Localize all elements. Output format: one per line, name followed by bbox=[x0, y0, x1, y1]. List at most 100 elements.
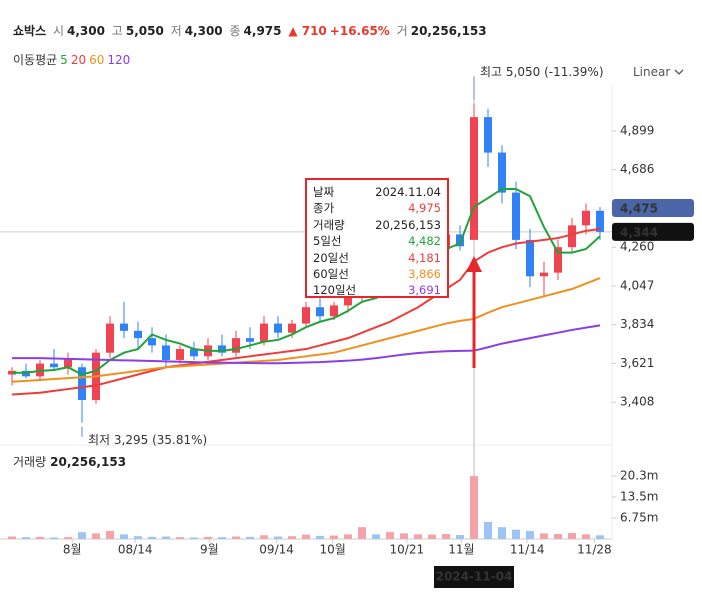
moving-average-line bbox=[11, 227, 601, 396]
volume-bar bbox=[162, 536, 170, 539]
volume-bar bbox=[470, 475, 478, 539]
ma-legend-item: 20 bbox=[70, 53, 87, 67]
ma-legend-item: 120 bbox=[107, 53, 131, 67]
tooltip-row: 5일선 4,482 bbox=[313, 233, 441, 249]
x-tick-label: 09/14 bbox=[259, 543, 294, 557]
scale-button[interactable]: Linear bbox=[633, 65, 684, 79]
volume-bar bbox=[36, 536, 44, 539]
volume-bar bbox=[512, 529, 520, 539]
value: 4,300 bbox=[67, 24, 105, 38]
candle-body bbox=[148, 338, 156, 346]
label: 종 bbox=[229, 24, 241, 38]
candle-body bbox=[554, 247, 562, 273]
scale-label: Linear bbox=[633, 65, 671, 79]
tooltip-value: 4,975 bbox=[408, 201, 441, 216]
candle-body bbox=[78, 367, 86, 400]
candle-body bbox=[134, 330, 142, 339]
value: 4,300 bbox=[184, 24, 223, 38]
tooltip-row: 120일선 3,691 bbox=[313, 282, 441, 298]
price-tag bbox=[612, 222, 694, 241]
change-pct: +16.65% bbox=[329, 24, 390, 38]
x-tick-label: 11/28 bbox=[577, 543, 612, 557]
candle-body bbox=[540, 272, 548, 277]
candle-body bbox=[582, 210, 590, 226]
volume-bar bbox=[484, 521, 492, 539]
candle-body bbox=[50, 363, 58, 368]
tooltip-value: 4,482 bbox=[408, 234, 441, 249]
volume-bar bbox=[344, 534, 352, 539]
volume-bar bbox=[302, 534, 310, 539]
label: 고 bbox=[111, 24, 123, 38]
volume-bar bbox=[372, 534, 380, 539]
volume-bar bbox=[204, 536, 212, 539]
annotation: 최고 5,050 (-11.39%) bbox=[480, 65, 604, 79]
y-tick-label: 4,047 bbox=[620, 278, 654, 292]
price-tag-label: 4,475 bbox=[620, 202, 658, 216]
annotation: 최저 3,295 (35.81%) bbox=[88, 433, 207, 447]
volume-bar bbox=[92, 533, 100, 539]
candle-body bbox=[344, 296, 352, 306]
volume-bar bbox=[330, 535, 338, 539]
volume-bar bbox=[190, 537, 198, 539]
candle-body bbox=[260, 323, 268, 342]
x-tick-label: 08/14 bbox=[118, 543, 153, 557]
tooltip-value: 4,181 bbox=[408, 250, 441, 265]
ma-legend: 이동평균 5 20 60 120 bbox=[13, 51, 133, 68]
x-tick-label: 9월 bbox=[200, 543, 219, 557]
candle-body bbox=[526, 239, 534, 277]
volume-bar bbox=[120, 534, 128, 539]
volume-bar bbox=[428, 534, 436, 539]
candle-body bbox=[246, 338, 254, 342]
x-tick-label: 10월 bbox=[319, 543, 345, 557]
volume-bar bbox=[176, 537, 184, 539]
value: 5,050 bbox=[125, 24, 164, 38]
volume-bar bbox=[582, 534, 590, 539]
candle-body bbox=[484, 117, 492, 153]
value: 20,256,153 bbox=[410, 24, 487, 38]
x-tick-label: 10/21 bbox=[390, 543, 425, 557]
arrow-head bbox=[466, 256, 482, 272]
volume-bar bbox=[22, 537, 30, 539]
date-tag bbox=[434, 566, 514, 588]
moving-average-line bbox=[11, 277, 601, 383]
candle-body bbox=[498, 152, 506, 193]
volume-bar bbox=[554, 534, 562, 539]
candle-body bbox=[274, 323, 282, 333]
volume-bar bbox=[134, 536, 142, 539]
value: 4,975 bbox=[243, 24, 282, 38]
y-tick-label: 3,408 bbox=[620, 395, 654, 409]
candle-body bbox=[330, 305, 338, 317]
candle-body bbox=[162, 345, 170, 360]
price-tag bbox=[612, 199, 694, 218]
candle-body bbox=[64, 358, 72, 368]
candle-body bbox=[596, 210, 604, 232]
y-tick-label: 3,621 bbox=[620, 356, 654, 370]
x-tick-label: 11/14 bbox=[510, 543, 545, 557]
tooltip-value: 2024.11.04 bbox=[375, 185, 441, 199]
tooltip-label: 120일선 bbox=[313, 283, 357, 298]
tooltip-label: 종가 bbox=[313, 201, 335, 216]
volume-bar bbox=[148, 536, 156, 539]
tooltip-label: 60일선 bbox=[313, 267, 349, 282]
ma-legend-item: 5 bbox=[60, 53, 68, 67]
candle-body bbox=[456, 234, 464, 247]
volume-bar bbox=[456, 534, 464, 539]
candle-body bbox=[568, 225, 576, 248]
volume-bar bbox=[64, 537, 72, 539]
tooltip-row: 60일선 3,866 bbox=[313, 266, 441, 282]
tooltip-value: 3,691 bbox=[408, 283, 441, 298]
volume-bar bbox=[498, 527, 506, 539]
tooltip-row: 날짜 2024.11.04 bbox=[313, 184, 441, 200]
moving-average-line bbox=[12, 324, 601, 365]
candle-body bbox=[176, 349, 184, 360]
tooltip-label: 20일선 bbox=[313, 250, 349, 265]
tooltip-row: 거래량 20,256,153 bbox=[313, 217, 441, 233]
volume-bar bbox=[8, 536, 16, 539]
volume-bar bbox=[358, 527, 366, 539]
x-tick-label: 8월 bbox=[63, 543, 82, 557]
tooltip-label: 5일선 bbox=[313, 234, 342, 249]
label: 시 bbox=[52, 24, 64, 38]
volume-y-tick-label: 13.5m bbox=[620, 489, 658, 503]
candle-body bbox=[302, 307, 310, 324]
volume-bar bbox=[596, 535, 604, 539]
